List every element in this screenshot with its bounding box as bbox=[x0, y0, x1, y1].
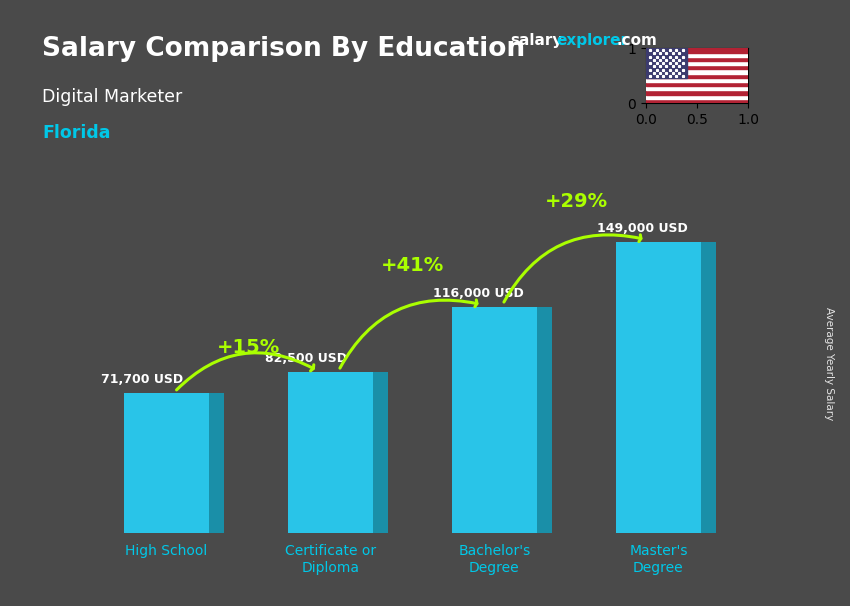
Text: 149,000 USD: 149,000 USD bbox=[597, 222, 688, 236]
Bar bbox=[288, 372, 373, 533]
Text: Salary Comparison By Education: Salary Comparison By Education bbox=[42, 36, 525, 62]
Bar bbox=[646, 70, 748, 74]
Bar bbox=[646, 95, 748, 99]
Bar bbox=[646, 57, 748, 61]
Text: +29%: +29% bbox=[545, 191, 608, 211]
Text: .com: .com bbox=[616, 33, 657, 48]
Bar bbox=[646, 48, 687, 78]
Text: explorer: explorer bbox=[557, 33, 629, 48]
Bar bbox=[615, 242, 701, 533]
Text: 82,500 USD: 82,500 USD bbox=[265, 352, 347, 365]
Bar bbox=[646, 65, 748, 70]
Bar bbox=[646, 90, 748, 95]
Bar bbox=[646, 61, 748, 65]
Text: +15%: +15% bbox=[217, 338, 280, 357]
Text: +41%: +41% bbox=[381, 256, 444, 276]
Text: Florida: Florida bbox=[42, 124, 111, 142]
Bar bbox=[124, 393, 209, 533]
Text: 71,700 USD: 71,700 USD bbox=[101, 373, 183, 387]
Text: salary: salary bbox=[510, 33, 563, 48]
Bar bbox=[646, 53, 748, 57]
Bar bbox=[646, 86, 748, 90]
Bar bbox=[646, 48, 748, 53]
Text: Digital Marketer: Digital Marketer bbox=[42, 88, 183, 106]
Polygon shape bbox=[537, 307, 552, 533]
Polygon shape bbox=[209, 393, 224, 533]
Bar bbox=[451, 307, 537, 533]
Polygon shape bbox=[701, 242, 716, 533]
Bar bbox=[646, 74, 748, 78]
Bar bbox=[646, 82, 748, 86]
Text: 116,000 USD: 116,000 USD bbox=[433, 287, 524, 300]
Text: Average Yearly Salary: Average Yearly Salary bbox=[824, 307, 834, 420]
Bar bbox=[646, 78, 748, 82]
Polygon shape bbox=[373, 372, 388, 533]
Bar bbox=[646, 99, 748, 103]
